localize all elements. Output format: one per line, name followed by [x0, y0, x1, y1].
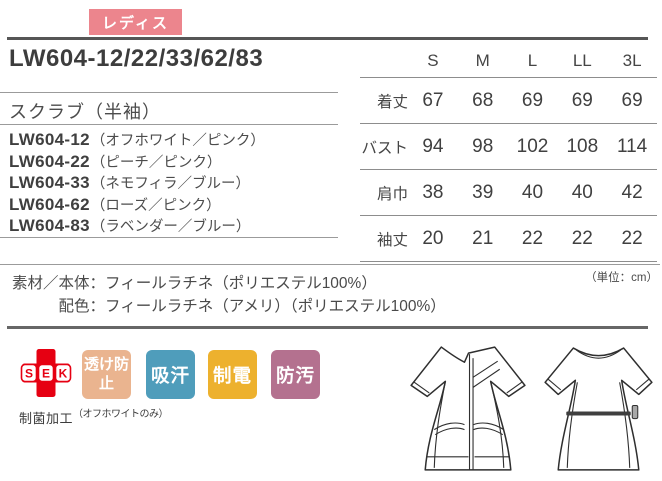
size-value: 42	[621, 181, 643, 203]
sek-cross-icon: S E K	[20, 349, 72, 397]
variant-colors: （ローズ／ピンク）	[90, 197, 221, 214]
table-row: 袖丈 20 21 22 22 22	[360, 216, 657, 262]
size-value: 39	[472, 181, 494, 203]
back-waistband	[566, 411, 631, 416]
variant-code: LW604-62	[9, 194, 90, 214]
feature-badge-label: 制電	[212, 364, 252, 386]
size-value: 102	[516, 135, 549, 157]
variant-code: LW604-33	[9, 173, 90, 192]
gender-badge-label: レディス	[102, 14, 169, 32]
sek-letter: E	[42, 367, 50, 381]
heading-divider	[0, 92, 338, 93]
sek-label: 制菌加工	[18, 411, 73, 426]
row-label: 着丈	[376, 93, 408, 111]
feature-badge-label: 防汚	[275, 364, 315, 386]
feature-badge-label: 吸汗	[150, 364, 190, 386]
side-tab	[631, 404, 639, 420]
material-label: 素材／本体：	[11, 275, 105, 292]
size-value: 22	[521, 227, 544, 249]
size-column: L	[527, 50, 538, 70]
garment-back-illustration	[539, 337, 658, 481]
row-label: バスト	[361, 139, 408, 157]
product-code-heading: LW604-12/22/33/62/83	[9, 45, 264, 72]
table-row: 着丈 67 68 69 69 69	[360, 78, 657, 124]
size-table: S M L LL 3L 着丈 67 68 69 69 69 バスト 94 98 …	[360, 44, 657, 262]
sheer-proof-note: （オフホワイトのみ）	[73, 409, 169, 420]
bottom-divider	[7, 326, 648, 329]
size-value: 67	[422, 89, 444, 111]
feature-badge-sweat-absorb: 吸汗	[146, 350, 195, 399]
material-value: フィールラチネ（ポリエステル100%）	[105, 275, 377, 292]
size-value: 94	[422, 135, 444, 157]
material-row: 配色： フィールラチネ（アメリ）（ポリエステル100%）	[9, 295, 446, 318]
sek-letter: S	[25, 367, 33, 381]
variant-row: LW604-22 （ピーチ／ピンク）	[9, 151, 339, 173]
size-value: 69	[571, 89, 593, 111]
variant-row: LW604-12 （オフホワイト／ピンク）	[9, 129, 339, 151]
variant-divider	[0, 237, 338, 238]
table-row: バスト 94 98 102 108 114	[360, 124, 657, 170]
variant-colors: （ピーチ／ピンク）	[90, 154, 222, 171]
size-value: 38	[422, 181, 444, 203]
variant-list: LW604-12 （オフホワイト／ピンク） LW604-22 （ピーチ／ピンク）…	[9, 129, 339, 237]
size-value: 108	[566, 135, 599, 157]
variant-colors: （オフホワイト／ピンク）	[90, 133, 265, 149]
size-column: S	[427, 50, 439, 70]
product-type-label: スクラブ（半袖）	[9, 102, 161, 122]
size-value: 40	[571, 181, 593, 203]
feature-badge-sheer-proof: 透け防止	[82, 350, 131, 399]
unit-note: （単位：cm）	[585, 272, 658, 284]
size-value: 40	[521, 181, 544, 203]
sek-mark: S E K 制菌加工	[14, 348, 78, 427]
variant-row: LW604-62 （ローズ／ピンク）	[9, 194, 339, 216]
sek-letter: K	[59, 367, 68, 381]
table-row: 肩巾 38 39 40 40 42	[360, 170, 657, 216]
feature-badge-label: 透け防止	[83, 355, 129, 392]
size-table-header: S M L LL 3L	[360, 44, 657, 78]
size-column: LL	[572, 50, 592, 70]
material-value: フィールラチネ（アメリ）（ポリエステル100%）	[105, 298, 446, 315]
variant-row: LW604-33 （ネモフィラ／ブルー）	[9, 172, 339, 194]
variant-colors: （ラベンダー／ブルー）	[90, 219, 251, 235]
row-label: 肩巾	[376, 185, 408, 203]
variant-colors: （ネモフィラ／ブルー）	[90, 176, 251, 192]
material-label: 配色：	[58, 298, 105, 315]
size-value: 114	[616, 135, 648, 157]
size-value: 21	[472, 227, 494, 249]
row-label: 袖丈	[376, 231, 408, 249]
variant-code: LW604-12	[9, 130, 90, 149]
size-value: 68	[472, 89, 494, 111]
garment-front-illustration	[397, 335, 538, 481]
type-divider	[0, 124, 338, 125]
table-bottom-divider	[0, 264, 660, 265]
feature-badge-anti-static: 制電	[208, 350, 257, 399]
size-column: M	[475, 50, 490, 70]
size-value: 69	[521, 89, 544, 111]
size-value: 69	[621, 89, 643, 111]
variant-code: LW604-83	[9, 216, 90, 235]
gender-badge: レディス	[89, 9, 182, 35]
size-value: 98	[472, 135, 494, 157]
feature-badge-stain-proof: 防汚	[271, 350, 320, 399]
variant-code: LW604-22	[9, 151, 90, 171]
materials-block: 素材／本体： フィールラチネ（ポリエステル100%） 配色： フィールラチネ（ア…	[9, 272, 446, 318]
size-value: 22	[571, 227, 593, 249]
variant-row: LW604-83 （ラベンダー／ブルー）	[9, 215, 339, 237]
size-column: 3L	[622, 50, 642, 70]
size-value: 20	[422, 227, 444, 249]
size-value: 22	[621, 227, 643, 249]
top-divider	[7, 37, 648, 40]
material-row: 素材／本体： フィールラチネ（ポリエステル100%）	[9, 272, 446, 295]
